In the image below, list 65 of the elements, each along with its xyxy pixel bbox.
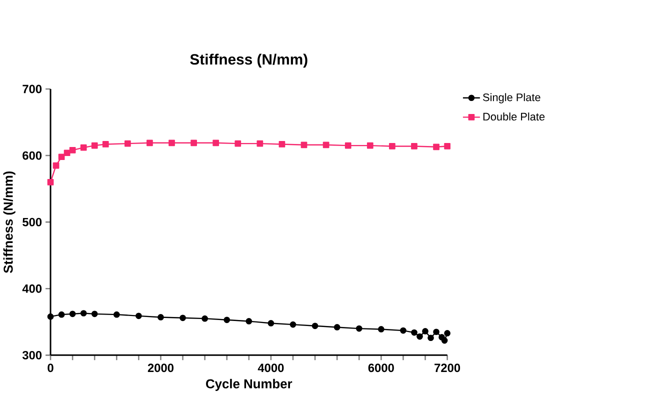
point (91, 142, 98, 149)
point (64, 150, 70, 156)
point (102, 141, 109, 148)
point (47, 314, 54, 320)
point (290, 322, 296, 328)
point (268, 320, 274, 327)
point (246, 318, 252, 325)
point (300, 142, 308, 148)
point (444, 330, 450, 337)
point (58, 312, 65, 318)
point (58, 154, 65, 160)
point (441, 337, 448, 344)
point (146, 140, 153, 146)
point (69, 147, 76, 154)
point (433, 144, 440, 150)
x-tick-label: 0 (48, 364, 54, 372)
point (202, 316, 208, 322)
point (91, 310, 98, 318)
point (168, 140, 175, 146)
point (80, 310, 87, 317)
point (47, 179, 54, 186)
point (80, 144, 87, 151)
point (136, 312, 142, 320)
y-tick-label: 300 (22, 351, 42, 360)
point (234, 140, 242, 147)
point (278, 141, 286, 148)
y-tick-label: 500 (22, 218, 42, 226)
point (389, 143, 396, 150)
point (411, 329, 418, 336)
x-axis-title: Cycle Number (206, 379, 292, 392)
x-tick-label: 2000 (148, 364, 174, 372)
y-axis-title: Stiffness (N/mm) (3, 172, 16, 274)
point (180, 314, 186, 322)
point (334, 324, 340, 331)
point (212, 140, 220, 146)
point (322, 142, 330, 148)
point (256, 140, 264, 147)
point (69, 310, 76, 318)
point (400, 328, 406, 334)
point (124, 140, 131, 147)
point (52, 162, 60, 169)
point (224, 316, 230, 324)
point (158, 314, 164, 321)
point (411, 143, 418, 150)
y-tick-label: 400 (22, 284, 42, 293)
point (312, 322, 318, 330)
point (356, 326, 362, 332)
point (113, 312, 120, 318)
point (344, 142, 352, 149)
point (378, 326, 384, 333)
chart-title: Stiffness (N/mm) (190, 54, 308, 68)
point (428, 334, 434, 342)
y-tick-label: 600 (22, 151, 42, 160)
point (444, 143, 450, 150)
point (433, 328, 440, 336)
point (190, 140, 197, 146)
x-tick-label: 7200 (434, 364, 460, 372)
legend-label: Single Plate (483, 93, 540, 104)
y-tick-label: 700 (22, 84, 42, 94)
point (416, 333, 423, 340)
point (422, 328, 428, 335)
legend-label: Double Plate (483, 112, 545, 121)
point (366, 142, 374, 149)
x-tick-label: 6000 (368, 364, 394, 372)
x-tick-label: 4000 (258, 364, 284, 372)
